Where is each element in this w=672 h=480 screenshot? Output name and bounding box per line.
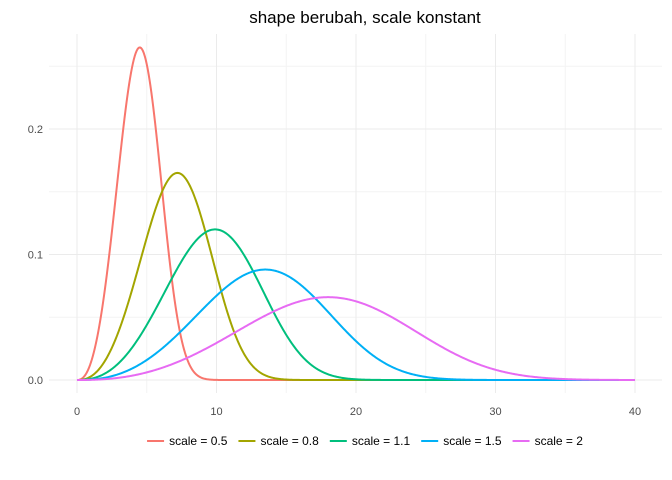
- x-tick-label: 30: [489, 406, 501, 418]
- legend: scale = 0.5 scale = 0.8 scale = 1.1 scale =…: [147, 434, 583, 448]
- y-tick-label: 0.2: [28, 124, 43, 136]
- chart-title: shape berubah, scale konstant: [249, 8, 481, 27]
- series-line: [76, 296, 636, 381]
- legend-label: scale = 0.5: [169, 434, 228, 448]
- x-tick-label: 40: [629, 406, 641, 418]
- x-axis-ticks: 0 10 20 30 40: [74, 406, 641, 418]
- legend-label: scale = 0.8: [260, 434, 319, 448]
- y-tick-label: 0.0: [28, 375, 43, 387]
- grid: [49, 34, 662, 393]
- x-tick-label: 10: [210, 406, 222, 418]
- series-lines: [76, 46, 636, 381]
- legend-label: scale = 2: [535, 434, 584, 448]
- legend-label: scale = 1.5: [443, 434, 502, 448]
- x-tick-label: 20: [350, 406, 362, 418]
- series-line: [76, 268, 636, 381]
- y-tick-label: 0.1: [28, 250, 43, 262]
- legend-label: scale = 1.1: [352, 434, 411, 448]
- y-axis-ticks: 0.0 0.1 0.2: [28, 124, 43, 387]
- x-tick-label: 0: [74, 406, 80, 418]
